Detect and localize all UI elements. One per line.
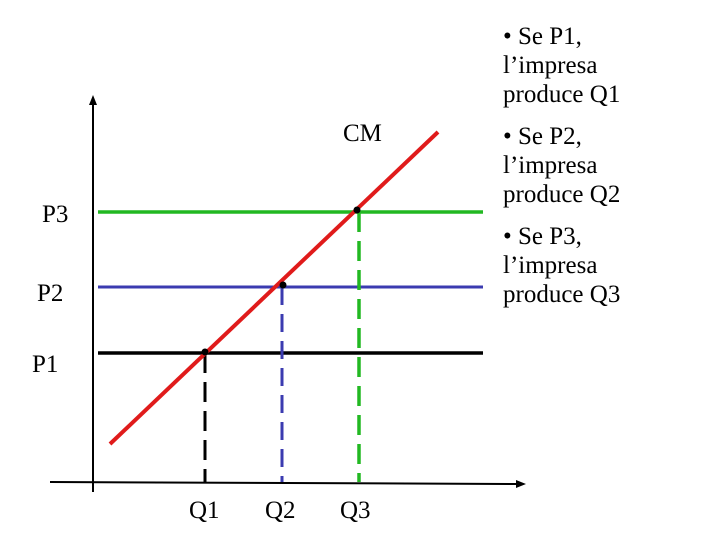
point-p3-q3 <box>353 206 361 214</box>
quantity-label-q2: Q2 <box>265 497 296 524</box>
price-label-p1: P1 <box>32 351 58 378</box>
x-axis-arrow <box>516 480 526 488</box>
curve-label: CM <box>343 120 382 147</box>
price-label-p3: P3 <box>42 201 68 228</box>
y-axis-arrow <box>89 95 97 105</box>
price-label-p2: P2 <box>37 280 63 307</box>
quantity-label-q3: Q3 <box>340 497 371 524</box>
bullet-p3: • Se P3, l’impresa produce Q3 <box>503 223 621 308</box>
point-p2-q2 <box>279 281 287 289</box>
explanation-list: • Se P1, l’impresa produce Q1 • Se P2, l… <box>503 22 713 322</box>
bullet-p2: • Se P2, l’impresa produce Q2 <box>503 123 621 208</box>
quantity-label-q1: Q1 <box>189 497 220 524</box>
point-p1-q1 <box>201 348 209 356</box>
cost-curve <box>108 130 440 446</box>
x-axis <box>49 481 521 485</box>
bullet-p1: • Se P1, l’impresa produce Q1 <box>503 23 621 108</box>
